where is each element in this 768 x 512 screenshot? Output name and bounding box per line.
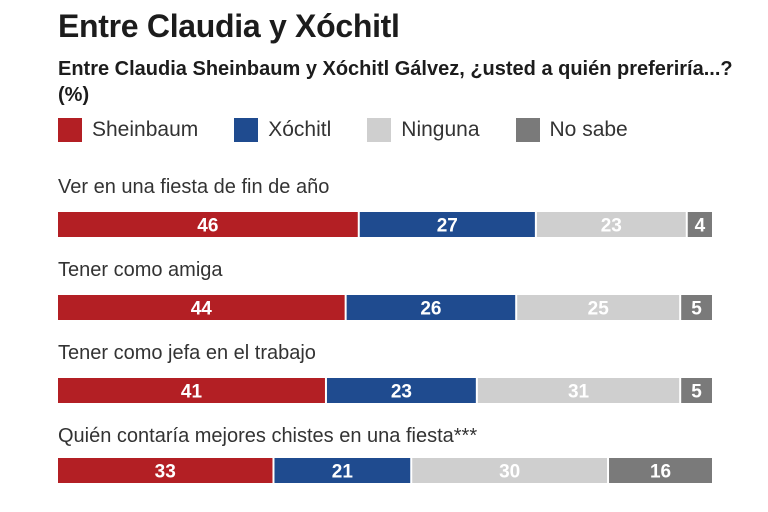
- bar-value-xochitl-row-1: 27: [437, 216, 458, 237]
- legend-label-ninguna: Ninguna: [401, 118, 480, 141]
- bar-xochitl-row-3: [326, 378, 476, 403]
- bar-value-no-sabe-row-2: 5: [691, 299, 702, 320]
- bar-ninguna-row-1: [536, 212, 686, 237]
- legend-label-no-sabe: No sabe: [549, 118, 628, 141]
- bar-value-ninguna-row-4: 30: [499, 462, 520, 483]
- row-label-jefa: Tener como jefa en el trabajo: [58, 342, 316, 364]
- bar-no-sabe-row-3: [681, 378, 712, 403]
- bar-value-sheinbaum-row-2: 44: [191, 299, 213, 320]
- chart-title: Entre Claudia y Xóchitl: [58, 8, 400, 44]
- bar-xochitl-row-4: [274, 458, 411, 483]
- legend-item-xochitl: Xóchitl: [234, 118, 331, 142]
- bar-value-xochitl-row-2: 26: [420, 299, 441, 320]
- bar-sheinbaum-row-3: [58, 378, 325, 403]
- bar-value-ninguna-row-3: 31: [568, 382, 590, 403]
- bar-no-sabe-row-2: [681, 295, 712, 320]
- legend-item-no-sabe: No sabe: [515, 118, 628, 142]
- bar-sheinbaum-row-2: [58, 295, 345, 320]
- legend: Sheinbaum Xóchitl Ninguna No sabe: [58, 118, 664, 142]
- bar-value-ninguna-row-2: 25: [588, 299, 610, 320]
- bar-value-xochitl-row-3: 23: [391, 382, 412, 403]
- row-label-amiga: Tener como amiga: [58, 259, 223, 281]
- bar-value-ninguna-row-1: 23: [601, 216, 622, 237]
- legend-label-xochitl: Xóchitl: [268, 118, 332, 141]
- bar-sheinbaum-row-4: [58, 458, 273, 483]
- bar-value-sheinbaum-row-3: 41: [181, 382, 203, 403]
- bar-xochitl-row-1: [359, 212, 535, 237]
- bar-value-no-sabe-row-3: 5: [691, 382, 702, 403]
- legend-swatch-no-sabe: [515, 118, 540, 142]
- bar-ninguna-row-2: [517, 295, 680, 320]
- row-label-chistes: Quién contaría mejores chistes en una fi…: [58, 425, 478, 447]
- bar-sheinbaum-row-1: [58, 212, 358, 237]
- bar-value-sheinbaum-row-4: 33: [155, 462, 176, 483]
- row-label-fiesta: Ver en una fiesta de fin de año: [58, 176, 330, 198]
- legend-swatch-xochitl: [234, 118, 259, 142]
- chart-subtitle: Entre Claudia Sheinbaum y Xóchitl Gálvez…: [58, 58, 733, 106]
- bar-value-no-sabe-row-4: 16: [650, 462, 671, 483]
- bar-ninguna-row-3: [477, 378, 680, 403]
- legend-swatch-ninguna: [367, 118, 392, 142]
- legend-item-sheinbaum: Sheinbaum: [58, 118, 198, 142]
- legend-swatch-sheinbaum: [58, 118, 82, 142]
- bar-ninguna-row-4: [412, 458, 608, 483]
- bar-value-sheinbaum-row-1: 46: [197, 216, 218, 237]
- bar-value-no-sabe-row-1: 4: [695, 216, 706, 237]
- bar-xochitl-row-2: [346, 295, 516, 320]
- legend-item-ninguna: Ninguna: [367, 118, 480, 142]
- legend-label-sheinbaum: Sheinbaum: [92, 118, 199, 141]
- bar-no-sabe-row-4: [609, 458, 712, 483]
- bar-no-sabe-row-1: [687, 212, 712, 237]
- bar-value-xochitl-row-4: 21: [332, 462, 354, 483]
